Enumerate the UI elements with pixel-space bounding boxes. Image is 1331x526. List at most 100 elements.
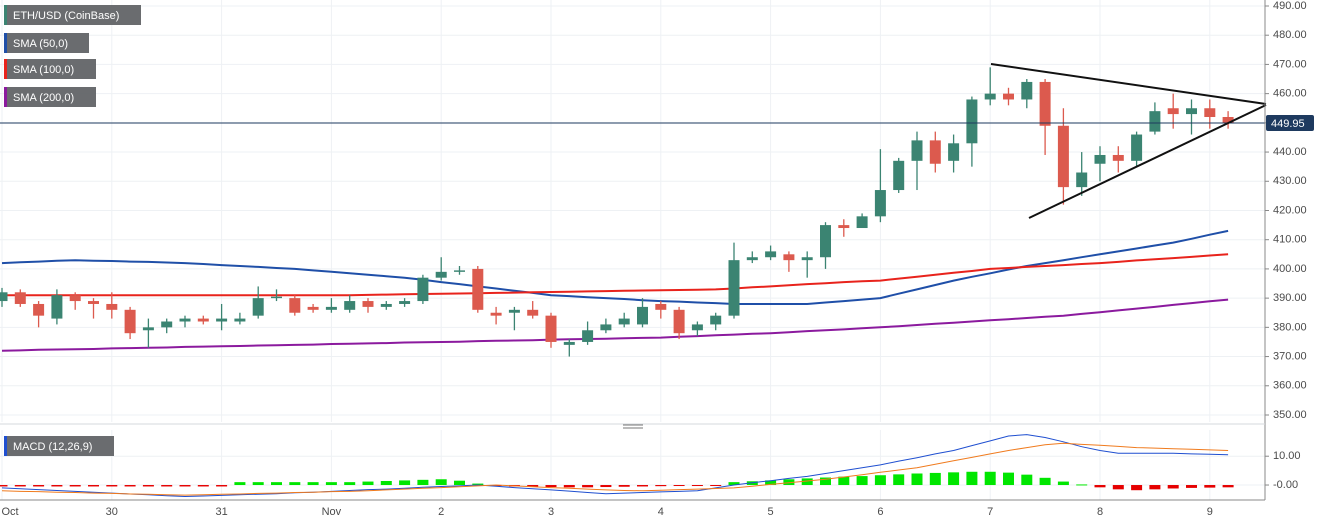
- candle-body: [948, 143, 960, 161]
- candle-body: [527, 309, 539, 316]
- candle-body: [1057, 125, 1069, 188]
- macd-histogram-bar: [710, 485, 722, 487]
- macd-histogram-bar: [582, 485, 594, 488]
- candle-body: [1131, 134, 1143, 161]
- candle-body: [216, 318, 228, 322]
- macd-histogram-bar: [0, 485, 8, 487]
- macd-histogram-bar: [325, 482, 337, 486]
- macd-histogram-bar: [838, 476, 850, 486]
- candle-body: [271, 296, 282, 299]
- macd-histogram-bar: [984, 471, 996, 486]
- candle-body: [289, 298, 301, 313]
- macd-histogram-bar: [874, 475, 886, 486]
- macd-histogram-bar: [307, 482, 319, 486]
- candle-body: [710, 315, 722, 325]
- macd-histogram-bar: [490, 485, 502, 487]
- x-tick-label: 3: [548, 506, 554, 518]
- axes: Oct 30 31 Nov 2 3 4 5 6 7 8 9 350.00 360.00 370.00 380.…: [1, 0, 1314, 518]
- candle-body: [801, 257, 813, 261]
- candle-body: [911, 140, 923, 161]
- macd-histogram-bar: [124, 485, 136, 487]
- candle-body: [856, 216, 868, 229]
- candle-body: [1167, 108, 1179, 115]
- y-tick-label: 480.00: [1273, 29, 1307, 41]
- legend-box: [4, 33, 89, 53]
- candle-body: [417, 277, 429, 302]
- candle-body: [472, 268, 484, 310]
- candle-body: [51, 295, 63, 319]
- candle-body: [325, 306, 337, 310]
- legend-label: SMA (100,0): [13, 64, 74, 76]
- candle-body: [820, 225, 831, 258]
- candle-body: [1222, 117, 1234, 123]
- x-tick-label: 9: [1207, 506, 1213, 518]
- sma-line: [1, 298, 1229, 352]
- x-tick-label: 8: [1097, 506, 1103, 518]
- candle-body: [728, 260, 740, 316]
- y-tick-label: 370.00: [1273, 350, 1307, 362]
- macd-histogram-bar: [69, 485, 81, 487]
- macd-histogram-bar: [197, 485, 209, 487]
- macd-histogram-bar: [893, 474, 905, 486]
- macd-histogram-bar: [1021, 474, 1033, 486]
- candle-body: [69, 295, 81, 302]
- trendline-lower: [1028, 104, 1267, 219]
- macd-histogram-bar: [472, 483, 484, 486]
- y-tick-label: -0.00: [1273, 479, 1298, 491]
- legend-box: [4, 5, 141, 25]
- legend-label: SMA (200,0): [13, 92, 74, 104]
- candle-body: [893, 160, 905, 191]
- y-tick-label: 490.00: [1273, 0, 1307, 12]
- legend-label: MACD (12,26,9): [13, 441, 92, 453]
- macd-histogram-bar: [14, 485, 26, 487]
- x-tick-label: 4: [658, 506, 664, 518]
- macd-histogram-bar: [106, 485, 118, 487]
- y-tick-label: 440.00: [1273, 146, 1307, 158]
- candle-body: [142, 327, 154, 331]
- macd-histogram-bar: [161, 485, 173, 487]
- macd-histogram-bar: [51, 485, 63, 487]
- macd-histogram-bar: [1003, 472, 1014, 486]
- macd-histogram-bar: [801, 478, 813, 486]
- macd-histogram-bar: [417, 479, 429, 486]
- macd-histogram-bar: [1186, 485, 1197, 488]
- x-tick-label: 6: [877, 506, 883, 518]
- legend-box: [4, 87, 96, 107]
- x-tick-label: 30: [106, 506, 118, 518]
- candle-body: [1149, 111, 1161, 132]
- macd-histogram-bar: [1094, 485, 1106, 488]
- legend-swatch: [4, 33, 7, 53]
- candle-body: [307, 306, 319, 310]
- candle-body: [600, 324, 612, 331]
- macd-histogram-bar: [454, 480, 465, 486]
- y-tick-label: 410.00: [1273, 234, 1307, 246]
- legend-box: [4, 436, 114, 456]
- candle-body: [783, 254, 795, 261]
- macd-histogram-bar: [527, 485, 539, 487]
- candle-body: [966, 99, 978, 144]
- macd-histogram-bar: [545, 485, 557, 488]
- y-tick-label: 430.00: [1273, 175, 1307, 187]
- macd-histogram-bar: [637, 485, 648, 487]
- candle-body: [563, 341, 575, 345]
- macd-line: [1, 434, 1229, 498]
- candle-body: [1021, 81, 1033, 100]
- legend-label: ETH/USD (CoinBase): [13, 10, 119, 22]
- candle-body: [124, 309, 136, 334]
- macd-histogram-bar: [929, 472, 941, 486]
- candle-body: [1076, 172, 1088, 188]
- sma-line: [2, 253, 1229, 297]
- candle-body: [380, 303, 392, 307]
- macd-histogram-bar: [33, 485, 45, 487]
- candle-body: [33, 303, 45, 316]
- macd-histogram-bar: [1167, 485, 1179, 489]
- candle-body: [88, 301, 99, 304]
- last-price-box: [1266, 114, 1314, 131]
- macd-histogram-bar: [563, 485, 575, 488]
- candle-body: [234, 318, 246, 322]
- candle-body: [1003, 93, 1014, 100]
- x-tick-label: Oct: [1, 506, 18, 518]
- candle-body: [435, 271, 447, 278]
- candle-body: [874, 190, 886, 217]
- candle-body: [362, 301, 374, 307]
